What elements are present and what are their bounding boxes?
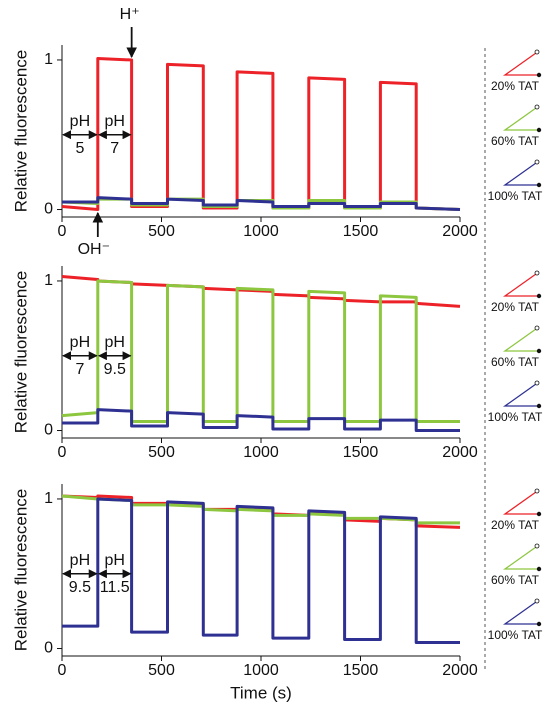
y-tick-label: 1 (44, 490, 53, 507)
y-axis-label: Relative fluorescence (11, 489, 30, 652)
x-tick-label: 1000 (243, 444, 279, 461)
series-line (61, 57, 461, 211)
legend-icon (502, 488, 542, 517)
y-tick-label: 0 (44, 201, 53, 218)
x-tick-label: 0 (58, 444, 67, 461)
x-axis-label: Time (s) (230, 683, 292, 702)
x-tick-label: 0 (58, 662, 67, 679)
legend-label: 100% TAT (488, 410, 543, 424)
ph-label: pH (70, 334, 90, 351)
acid-label: H⁺ (120, 6, 140, 23)
base-label: OH⁻ (78, 241, 110, 258)
legend-icon (502, 49, 542, 78)
y-tick-label: 0 (44, 422, 53, 439)
x-tick-label: 1000 (243, 223, 279, 240)
x-tick-label: 2000 (442, 223, 478, 240)
ph-value: 9.5 (104, 361, 126, 378)
x-tick-label: 0 (58, 223, 67, 240)
legend-icon (502, 159, 542, 188)
series-line (61, 279, 460, 423)
legend-label: 20% TAT (491, 518, 540, 532)
legend-label: 60% TAT (491, 134, 540, 148)
ph-value: 9.5 (69, 579, 91, 596)
legend-label: 60% TAT (491, 355, 540, 369)
series-line (62, 408, 460, 432)
series-line (62, 196, 461, 211)
ph-label: pH (70, 113, 90, 130)
legend-label: 100% TAT (488, 628, 543, 642)
ph-label: pH (70, 552, 90, 569)
ph-label: pH (105, 552, 125, 569)
ph-value: 5 (75, 140, 84, 157)
ph-value: 11.5 (100, 579, 130, 596)
legend-icon (502, 598, 542, 627)
ph-label: pH (105, 334, 125, 351)
legend-icon (502, 270, 542, 299)
x-tick-label: 1500 (343, 223, 379, 240)
y-tick-label: 1 (44, 272, 53, 289)
legend-label: 20% TAT (491, 79, 540, 93)
y-tick-label: 1 (44, 51, 53, 68)
ph-value: 7 (110, 140, 119, 157)
series-line (62, 497, 460, 644)
legend-icon (502, 380, 542, 409)
x-tick-label: 1000 (243, 662, 279, 679)
ph-value: 7 (75, 361, 84, 378)
x-tick-label: 1500 (343, 662, 379, 679)
x-tick-label: 2000 (442, 662, 478, 679)
legend-label: 20% TAT (491, 300, 540, 314)
x-tick-label: 500 (148, 444, 175, 461)
legend-label: 100% TAT (488, 189, 543, 203)
y-axis-label: Relative fluorescence (11, 271, 30, 434)
x-tick-label: 500 (148, 223, 175, 240)
legend-icon (502, 543, 542, 572)
x-tick-label: 1500 (343, 444, 379, 461)
ph-label: pH (105, 113, 125, 130)
legend-icon (502, 104, 542, 133)
legend-icon (502, 325, 542, 354)
y-axis-label: Relative fluorescence (11, 50, 30, 213)
legend-label: 60% TAT (491, 573, 540, 587)
x-tick-label: 500 (148, 662, 175, 679)
x-tick-label: 2000 (442, 444, 478, 461)
y-tick-label: 0 (44, 640, 53, 657)
